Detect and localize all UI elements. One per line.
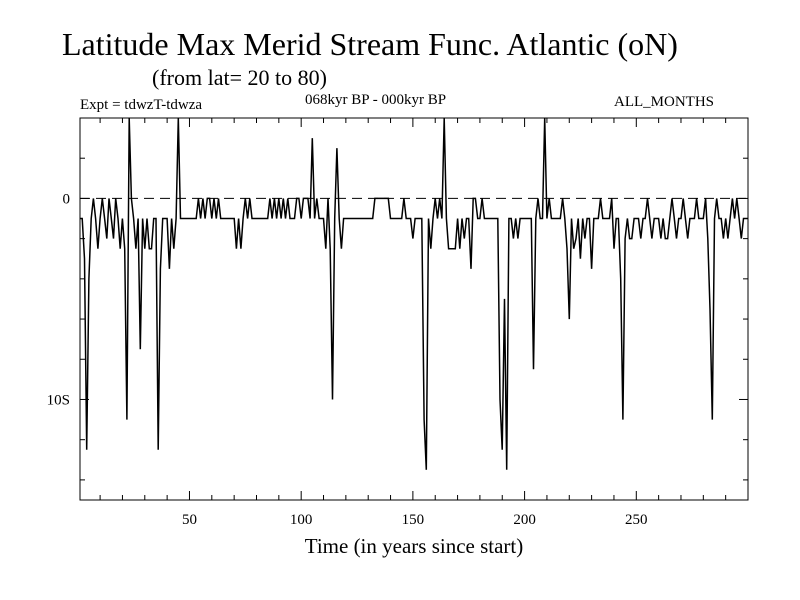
x-axis-label: Time (in years since start) <box>305 534 524 558</box>
experiment-label: Expt = tdwzT-tdwza <box>80 97 203 113</box>
y-tick-label: 0 <box>63 191 71 207</box>
months-label: ALL_MONTHS <box>614 94 714 110</box>
x-tick-label: 150 <box>402 512 425 528</box>
y-tick-label: 10S <box>47 392 70 408</box>
plot-frame <box>79 117 749 501</box>
x-tick-label: 50 <box>182 512 197 528</box>
series-line <box>80 117 748 470</box>
x-tick-label: 100 <box>290 512 313 528</box>
period-label: 068kyr BP - 000kyr BP <box>305 92 447 108</box>
x-tick-label: 200 <box>513 512 536 528</box>
chart-subtitle: (from lat= 20 to 80) <box>152 65 327 90</box>
chart-title: Latitude Max Merid Stream Func. Atlantic… <box>62 26 678 62</box>
x-tick-label: 250 <box>625 512 648 528</box>
